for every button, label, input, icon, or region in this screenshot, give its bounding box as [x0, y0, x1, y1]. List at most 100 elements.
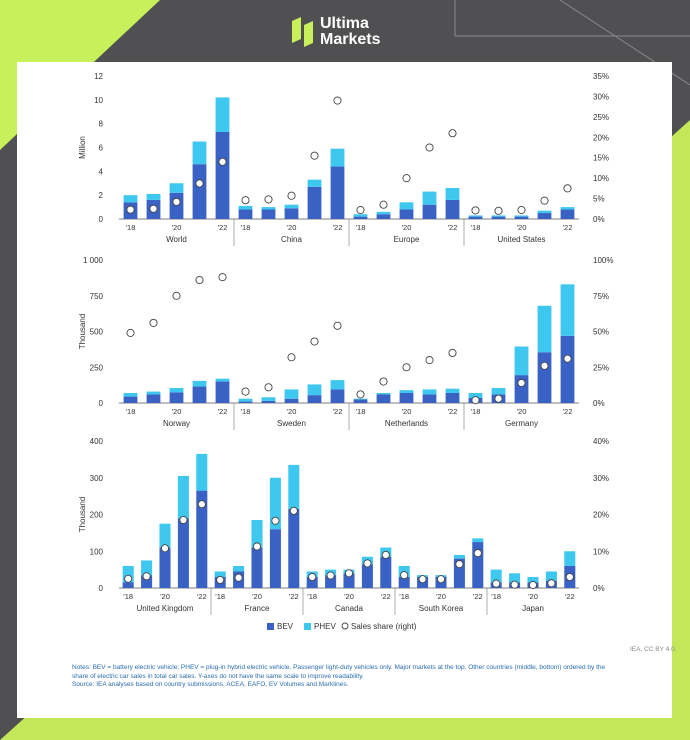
y2-tick-label: 10% — [593, 174, 609, 183]
sales-share-marker — [563, 354, 572, 363]
x-tick-label: '18 — [126, 223, 136, 232]
x-tick-label: '18 — [356, 407, 366, 416]
phev-bar — [146, 391, 161, 395]
sales-share-marker — [241, 196, 250, 205]
y2-tick-label: 5% — [593, 195, 605, 204]
bev-bar — [141, 575, 153, 588]
bev-bar — [453, 558, 465, 588]
bev-bar — [343, 573, 355, 588]
bev-bar — [215, 381, 230, 403]
phev-bar — [490, 569, 502, 583]
sales-share-marker — [142, 572, 151, 581]
sales-share-marker — [448, 129, 457, 138]
sales-share-marker — [425, 356, 434, 365]
chart-card: 0 2 4 6 8 10 12 0% 5% 10% 15% 20% 25% 30% 35% Million '1… — [17, 62, 672, 718]
x-tick-label: '22 — [563, 223, 573, 232]
y2-tick-label: 25% — [593, 363, 609, 372]
legend-bev-swatch — [267, 623, 274, 630]
group-label: World — [166, 235, 187, 244]
bev-bar — [169, 392, 184, 403]
ev-sales-chart: 0 2 4 6 8 10 12 0% 5% 10% 15% 20% 25% 30% 35% Million '1… — [78, 72, 613, 631]
y2-tick-label: 10% — [593, 547, 609, 556]
phev-bar — [238, 205, 253, 210]
chart-notes: Notes: BEV = battery electric vehicle; P… — [72, 664, 612, 690]
x-tick-label: '22 — [333, 407, 343, 416]
phev-bar — [330, 380, 345, 390]
x-tick-label: '18 — [491, 592, 501, 601]
bev-bar — [307, 186, 322, 219]
bev-bar — [422, 204, 437, 219]
bev-bar — [284, 398, 299, 403]
y-axis-label: Thousand — [78, 314, 87, 350]
phev-bar — [399, 202, 414, 210]
y-tick-label: 0 — [99, 215, 104, 224]
bev-bar — [445, 199, 460, 219]
sales-share-marker — [563, 184, 572, 193]
bev-bar — [399, 209, 414, 219]
phev-bar — [514, 215, 529, 217]
bev-bar — [192, 164, 207, 219]
phev-bar — [238, 398, 253, 402]
sales-share-marker — [425, 143, 434, 152]
x-tick-label: '22 — [381, 592, 391, 601]
phev-bar — [560, 207, 575, 210]
bev-bar — [491, 216, 506, 219]
sales-share-marker — [310, 151, 319, 160]
bev-bar — [376, 394, 391, 403]
phev-bar — [251, 520, 263, 548]
bev-bar — [376, 214, 391, 219]
phev-bar — [284, 389, 299, 399]
sales-share-marker — [326, 571, 335, 580]
bev-bar — [325, 575, 337, 588]
phev-bar — [353, 398, 368, 400]
phev-bar — [123, 392, 138, 397]
x-tick-label: '18 — [399, 592, 409, 601]
notes-text: Notes: BEV = battery electric vehicle; P… — [72, 664, 606, 680]
x-tick-label: '20 — [344, 592, 354, 601]
phev-bar — [214, 571, 226, 577]
credit-text: IEA, CC BY 4.0. — [630, 646, 677, 653]
phev-bar — [177, 475, 189, 519]
brand-name-line2: Markets — [320, 31, 381, 48]
legend-bev-label: BEV — [277, 622, 294, 631]
phev-bar — [307, 384, 322, 396]
sales-share-marker — [418, 575, 427, 584]
sales-share-marker — [308, 572, 317, 582]
bev-bar — [306, 576, 318, 588]
phev-bar — [445, 188, 460, 200]
sales-share-marker — [234, 573, 243, 582]
sales-share-marker — [241, 387, 250, 396]
sales-share-marker — [172, 291, 181, 300]
sales-share-marker — [218, 157, 227, 166]
phev-bar — [537, 210, 552, 214]
bev-bar — [159, 547, 171, 588]
x-tick-label: '22 — [473, 592, 483, 601]
bev-bar — [123, 396, 138, 403]
phev-bar — [192, 380, 207, 387]
phev-bar — [215, 378, 230, 382]
group-label: China — [281, 235, 302, 244]
bev-bar — [399, 392, 414, 403]
y-axis-label: Million — [78, 136, 87, 159]
sales-share-marker — [126, 205, 135, 214]
group-label: Europe — [394, 235, 420, 244]
bev-bar — [284, 208, 299, 219]
bev-bar — [269, 529, 281, 588]
group-label: Netherlands — [385, 419, 428, 428]
group-label: United Kingdom — [137, 604, 194, 613]
phev-bar — [468, 392, 483, 398]
x-tick-label: '22 — [448, 223, 458, 232]
sales-share-marker — [517, 205, 526, 215]
sales-share-marker — [126, 328, 135, 337]
sales-share-marker — [473, 549, 482, 558]
sales-share-marker — [379, 377, 388, 386]
y-tick-label: 10 — [94, 96, 103, 105]
phev-bar — [537, 305, 552, 353]
phev-bar — [376, 392, 391, 395]
bev-bar — [169, 192, 184, 219]
bev-bar — [537, 352, 552, 403]
legend-phev-label: PHEV — [314, 622, 336, 631]
phev-bar — [261, 397, 276, 401]
phev-bar — [215, 97, 230, 133]
sales-share-marker — [540, 196, 549, 205]
